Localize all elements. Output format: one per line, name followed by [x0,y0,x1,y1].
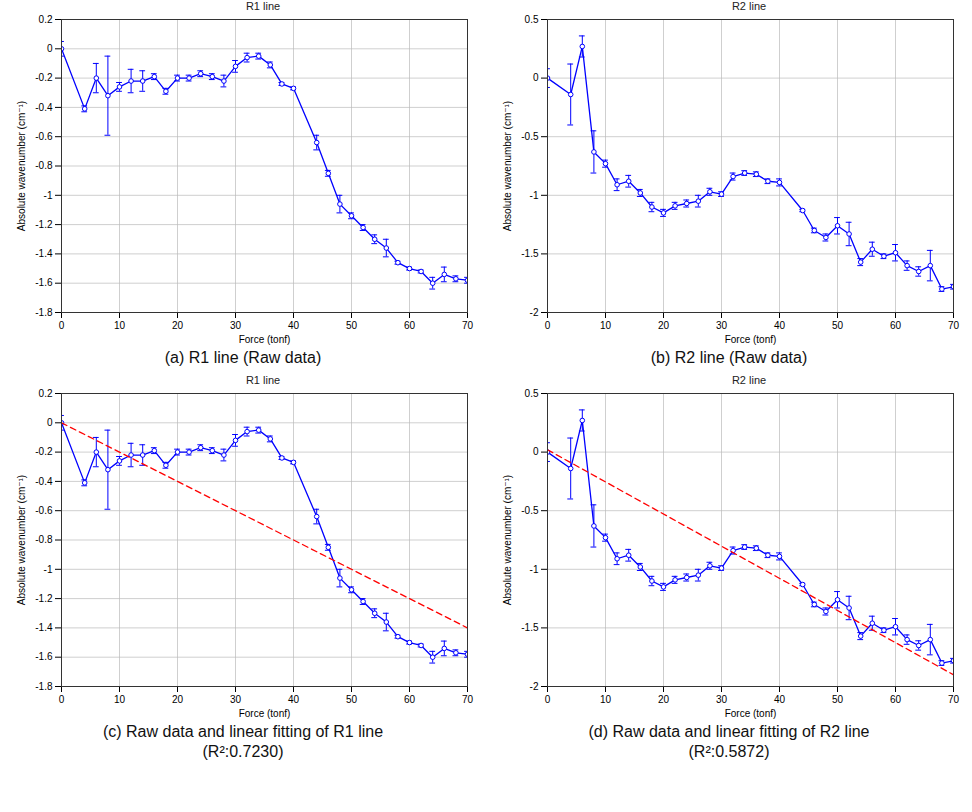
svg-text:-1.6: -1.6 [35,651,53,662]
svg-text:0: 0 [59,694,65,705]
html-text:R1 line: R1 line [245,374,281,386]
svg-text:10: 10 [600,694,612,705]
svg-text:-1: -1 [44,190,53,201]
svg-text:-0.4: -0.4 [35,476,53,487]
svg-text:-0.6: -0.6 [35,131,53,142]
svg-text:60: 60 [890,694,902,705]
svg-text:-0.5: -0.5 [521,131,539,142]
svg-text:0: 0 [47,417,53,428]
svg-text:10: 10 [114,320,126,331]
svg-text:0: 0 [533,72,539,83]
svg-text:50: 50 [346,320,358,331]
svg-text:50: 50 [832,694,844,705]
svg-text:-0.4: -0.4 [35,102,53,113]
svg-text:50: 50 [346,694,358,705]
svg-text:Absolute wavenumber (cm⁻¹): Absolute wavenumber (cm⁻¹) [502,101,513,231]
svg-text:Force (tonf): Force (tonf) [239,708,291,719]
svg-text:70: 70 [948,694,960,705]
svg-text:0: 0 [47,43,53,54]
svg-text:-1.5: -1.5 [521,622,539,633]
svg-text:Force (tonf): Force (tonf) [239,334,291,345]
svg-text:-0.2: -0.2 [35,446,53,457]
svg-text:0.2: 0.2 [39,388,53,399]
svg-text:0: 0 [533,446,539,457]
svg-text:20: 20 [172,320,184,331]
svg-text:-0.6: -0.6 [35,505,53,516]
svg-text:40: 40 [774,694,786,705]
svg-text:-2: -2 [530,307,539,318]
svg-text:20: 20 [658,694,670,705]
svg-text:30: 30 [716,320,728,331]
svg-text:-1.4: -1.4 [35,248,53,259]
svg-text:-0.5: -0.5 [521,505,539,516]
svg-text:-1: -1 [44,564,53,575]
svg-text:30: 30 [716,694,728,705]
svg-text:30: 30 [230,694,242,705]
svg-text:-1.4: -1.4 [35,622,53,633]
svg-text:70: 70 [462,694,474,705]
svg-text:30: 30 [230,320,242,331]
svg-text:40: 40 [774,320,786,331]
svg-text:40: 40 [288,320,300,331]
html-text:(R²:0.5872): (R²:0.5872) [688,743,770,760]
svg-text:-2: -2 [530,681,539,692]
svg-text:-1.8: -1.8 [35,681,53,692]
svg-text:-1: -1 [530,564,539,575]
svg-text:0: 0 [545,694,551,705]
html-text:(c) Raw data and linear fittin: (c) Raw data and linear fitting of R1 li… [102,723,384,740]
svg-text:0: 0 [59,320,65,331]
svg-text:10: 10 [600,320,612,331]
svg-text:0.5: 0.5 [525,388,539,399]
svg-text:Absolute wavenumber (cm⁻¹): Absolute wavenumber (cm⁻¹) [16,475,27,605]
svg-text:60: 60 [890,320,902,331]
svg-text:20: 20 [172,694,184,705]
svg-text:Absolute wavenumber (cm⁻¹): Absolute wavenumber (cm⁻¹) [16,101,27,231]
svg-text:-0.8: -0.8 [35,534,53,545]
html-text:(b) R2 line (Raw data): (b) R2 line (Raw data) [650,349,808,366]
svg-text:-0.2: -0.2 [35,72,53,83]
html-text:(d) Raw data and linear fittin: (d) Raw data and linear fitting of R2 li… [588,723,870,740]
svg-text:-1.2: -1.2 [35,219,53,230]
html-text:R2 line: R2 line [731,374,767,386]
html-text:(R²:0.7230): (R²:0.7230) [202,743,284,760]
svg-text:Force (tonf): Force (tonf) [725,708,777,719]
svg-text:Force (tonf): Force (tonf) [725,334,777,345]
svg-text:Absolute wavenumber (cm⁻¹): Absolute wavenumber (cm⁻¹) [502,475,513,605]
html-text:R2 line: R2 line [731,0,767,12]
svg-text:10: 10 [114,694,126,705]
svg-text:0.5: 0.5 [525,14,539,25]
svg-text:70: 70 [948,320,960,331]
svg-text:-1.8: -1.8 [35,307,53,318]
svg-text:-0.8: -0.8 [35,160,53,171]
svg-text:40: 40 [288,694,300,705]
svg-text:-1.6: -1.6 [35,277,53,288]
svg-text:-1: -1 [530,190,539,201]
svg-text:0: 0 [545,320,551,331]
svg-text:-1.2: -1.2 [35,593,53,604]
svg-text:0.2: 0.2 [39,14,53,25]
svg-text:70: 70 [462,320,474,331]
svg-text:-1.5: -1.5 [521,248,539,259]
svg-text:50: 50 [832,320,844,331]
html-text:R1 line: R1 line [245,0,281,12]
html-text:(a) R1 line (Raw data): (a) R1 line (Raw data) [164,349,322,366]
svg-text:20: 20 [658,320,670,331]
svg-text:60: 60 [404,694,416,705]
svg-text:60: 60 [404,320,416,331]
